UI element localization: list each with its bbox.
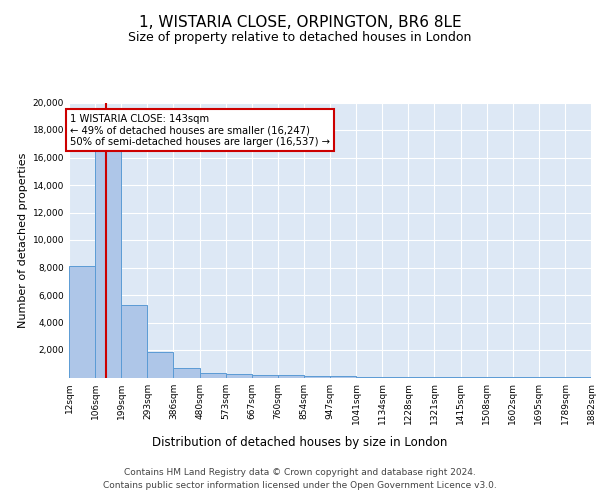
- Bar: [200, 374, 226, 378]
- Bar: [330, 376, 356, 378]
- Text: Size of property relative to detached houses in London: Size of property relative to detached ho…: [128, 31, 472, 44]
- Bar: [173, 368, 200, 378]
- Bar: [95, 150, 121, 378]
- Bar: [252, 375, 278, 378]
- Text: Contains HM Land Registry data © Crown copyright and database right 2024.: Contains HM Land Registry data © Crown c…: [124, 468, 476, 477]
- Bar: [356, 377, 382, 378]
- Text: 1, WISTARIA CLOSE, ORPINGTON, BR6 8LE: 1, WISTARIA CLOSE, ORPINGTON, BR6 8LE: [139, 15, 461, 30]
- Bar: [69, 266, 95, 378]
- Bar: [278, 375, 304, 378]
- Bar: [304, 376, 330, 378]
- Text: Contains public sector information licensed under the Open Government Licence v3: Contains public sector information licen…: [103, 482, 497, 490]
- Text: Distribution of detached houses by size in London: Distribution of detached houses by size …: [152, 436, 448, 449]
- Bar: [226, 374, 252, 378]
- Y-axis label: Number of detached properties: Number of detached properties: [19, 152, 28, 328]
- Text: 1 WISTARIA CLOSE: 143sqm
← 49% of detached houses are smaller (16,247)
50% of se: 1 WISTARIA CLOSE: 143sqm ← 49% of detach…: [70, 114, 330, 146]
- Bar: [148, 352, 173, 378]
- Bar: [121, 304, 148, 378]
